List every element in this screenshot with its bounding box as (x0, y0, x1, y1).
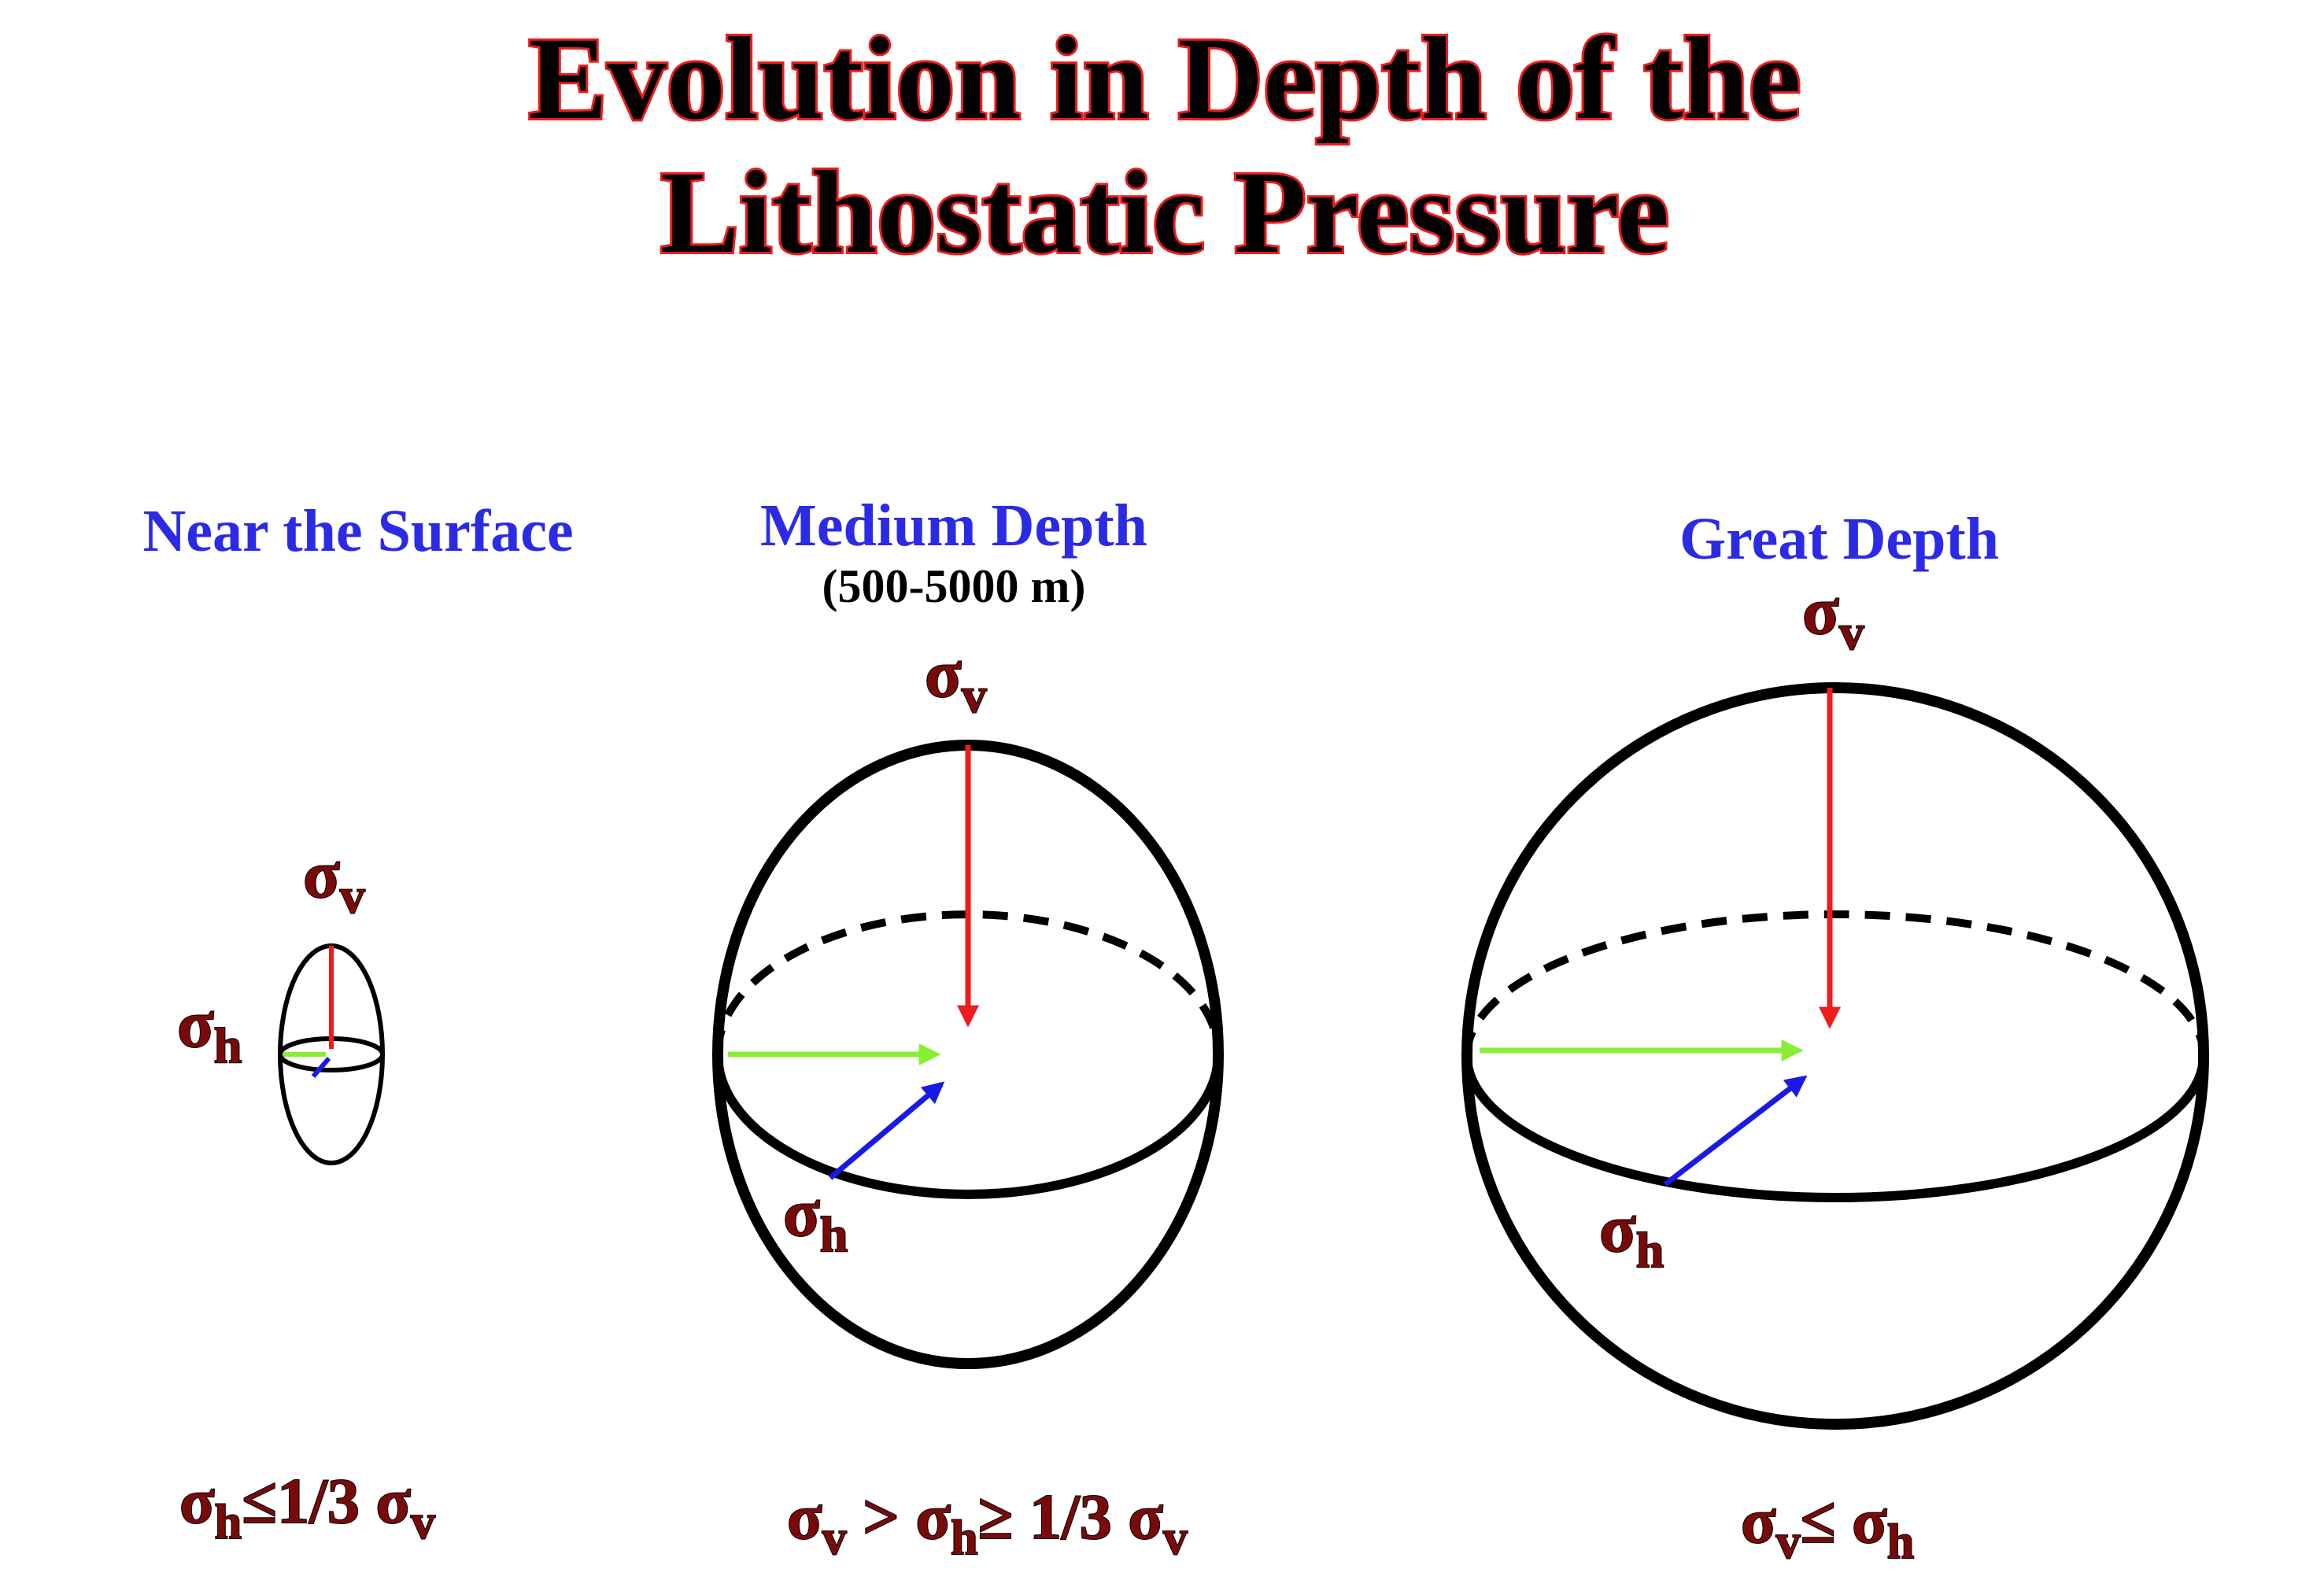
panel-heading: Near the Surface (142, 498, 573, 564)
equator-front (1462, 1055, 2208, 1202)
equator-front (713, 1054, 1223, 1199)
depth-range: (500-5000 m) (822, 560, 1086, 612)
sigma-h-label: σh (1599, 1191, 1664, 1278)
title-line-2: Lithostatic Pressure (660, 147, 1669, 278)
stress-relation: σv > σh≥ 1/3 σv (787, 1481, 1188, 1565)
equator-back-dashed (1463, 910, 2208, 1057)
panel-near-surface: Near the Surface σv σh σh≤1/3 σv (142, 498, 573, 1550)
sigma-h-arrow-depth (311, 1057, 331, 1078)
title-line-1: Evolution in Depth of the (529, 13, 1801, 144)
panel-great-depth: Great Depth σv σh σv≤ σh (1461, 506, 2209, 1570)
sigma-h-label: σh (783, 1175, 848, 1262)
sigma-v-label: σv (303, 836, 365, 924)
sigma-v-label: σv (925, 636, 987, 723)
panel-heading: Great Depth (1679, 506, 1999, 572)
stress-relation: σh≤1/3 σv (179, 1465, 435, 1549)
panel-heading: Medium Depth (760, 493, 1147, 559)
stress-relation: σv≤ σh (1741, 1485, 1914, 1569)
panel-medium-depth: Medium Depth (500-5000 m) σv σh σv > σh≥… (712, 493, 1224, 1566)
sigma-v-label: σv (1802, 573, 1864, 660)
equator-back-dashed (714, 910, 1222, 1055)
sigma-h-label: σh (177, 986, 242, 1073)
sigma-h-arrow-depth (828, 1081, 945, 1180)
stress-sphere (1461, 682, 2209, 1430)
sigma-h-arrow-depth (1663, 1075, 1808, 1187)
